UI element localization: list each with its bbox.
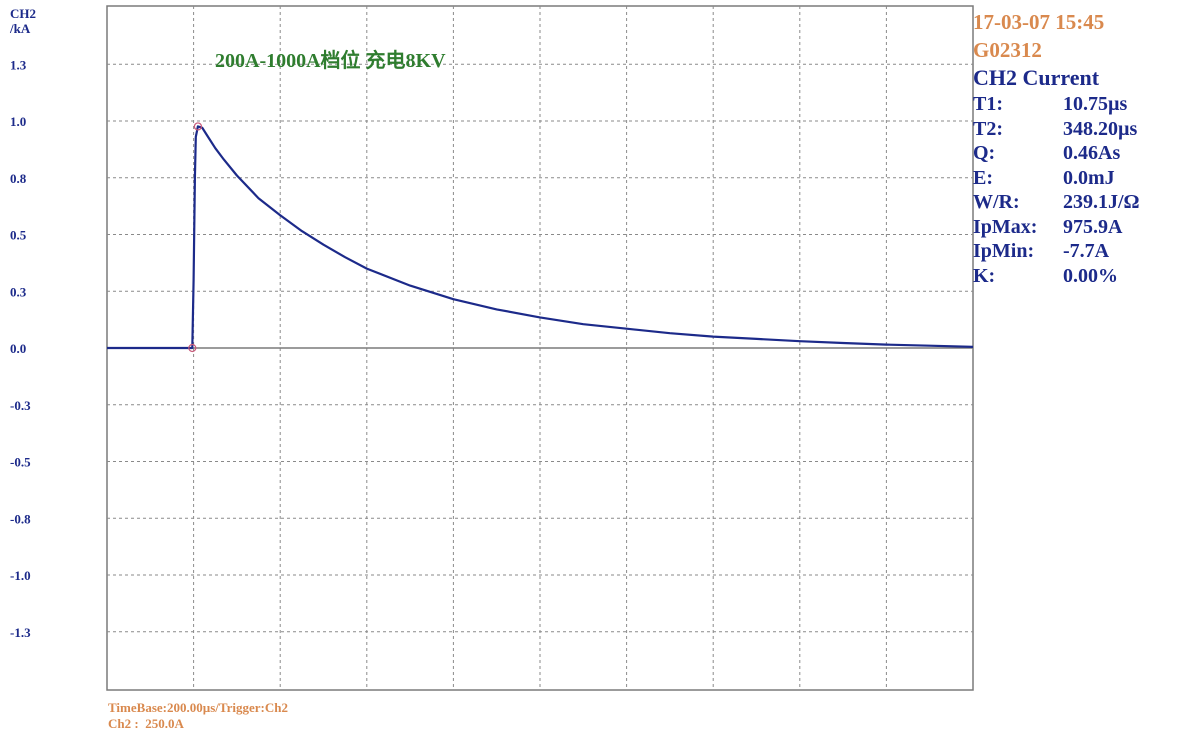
measurement-value: 239.1J/Ω xyxy=(1063,191,1140,213)
y-axis-unit-label: CH2 /kA xyxy=(10,6,36,36)
y-tick-label: 0.0 xyxy=(10,341,26,356)
y-axis-channel: CH2 xyxy=(10,6,36,21)
measurement-value: 0.00% xyxy=(1063,264,1118,287)
chart-annotation: 200A-1000A档位 充电8KV xyxy=(215,50,446,72)
measurement-row: IpMin: -7.7A xyxy=(973,239,1183,264)
measurement-value: -7.7A xyxy=(1063,240,1110,262)
measurement-key: W/R: xyxy=(973,191,1020,213)
measurement-key: T1: xyxy=(973,93,1003,115)
measurement-value: 975.9A xyxy=(1063,215,1123,238)
current-waveform xyxy=(107,125,974,350)
y-axis-unit: /kA xyxy=(10,21,31,36)
timestamp: 17-03-07 15:45 xyxy=(973,10,1105,34)
timebase-label: TimeBase:200.00µs/Trigger:Ch2 xyxy=(108,700,288,715)
y-tick-label: -0.8 xyxy=(10,511,31,526)
measurement-value: 0.0mJ xyxy=(1063,166,1115,189)
y-tick-label: -1.3 xyxy=(10,625,31,640)
measurement-key: K: xyxy=(973,264,996,287)
y-tick-label: -0.3 xyxy=(10,398,31,413)
measurement-value: 0.46As xyxy=(1063,142,1121,164)
measurement-value: 10.75µs xyxy=(1063,93,1128,115)
measurement-list: T1: 10.75µs T2: 348.20µs Q: 0.46As E: 0.0mJ W/R:… xyxy=(973,92,1183,288)
y-tick-label: -0.5 xyxy=(10,455,31,470)
measurement-key: IpMin: xyxy=(973,240,1035,262)
measurement-key: T2: xyxy=(973,117,1003,140)
measurement-row: E: 0.0mJ xyxy=(973,166,1183,191)
measurement-key: Q: xyxy=(973,142,996,164)
cursor-marker xyxy=(193,122,203,131)
measurement-row: K: 0.00% xyxy=(973,264,1183,289)
footer: TimeBase:200.00µs/Trigger:Ch2 Ch2 : 250.0… xyxy=(108,700,288,732)
measurement-row: T2: 348.20µs xyxy=(973,117,1183,142)
measurement-key: E: xyxy=(973,166,993,189)
y-tick-label: 0.3 xyxy=(10,284,27,299)
measurement-key: IpMax: xyxy=(973,215,1038,238)
measurement-row: W/R: 239.1J/Ω xyxy=(973,190,1183,215)
measurement-row: Q: 0.46As xyxy=(973,141,1183,166)
channel-scale-label: Ch2 : 250.0A xyxy=(108,716,184,731)
y-tick-label: 1.0 xyxy=(10,114,26,129)
device-id: G02312 xyxy=(973,38,1042,62)
y-tick-label: 1.3 xyxy=(10,57,27,72)
cursor-marker xyxy=(188,343,197,353)
y-tick-label: 0.5 xyxy=(10,228,27,243)
y-tick-label: -1.0 xyxy=(10,568,31,583)
channel-title: CH2 Current xyxy=(973,65,1100,90)
measurement-row: IpMax: 975.9A xyxy=(973,215,1183,240)
measurement-row: T1: 10.75µs xyxy=(973,92,1183,117)
y-tick-label: 0.8 xyxy=(10,171,27,186)
info-panel: 17-03-07 15:45 G02312 CH2 Current T1: 10.… xyxy=(973,8,1183,288)
measurement-value: 348.20µs xyxy=(1063,117,1138,140)
